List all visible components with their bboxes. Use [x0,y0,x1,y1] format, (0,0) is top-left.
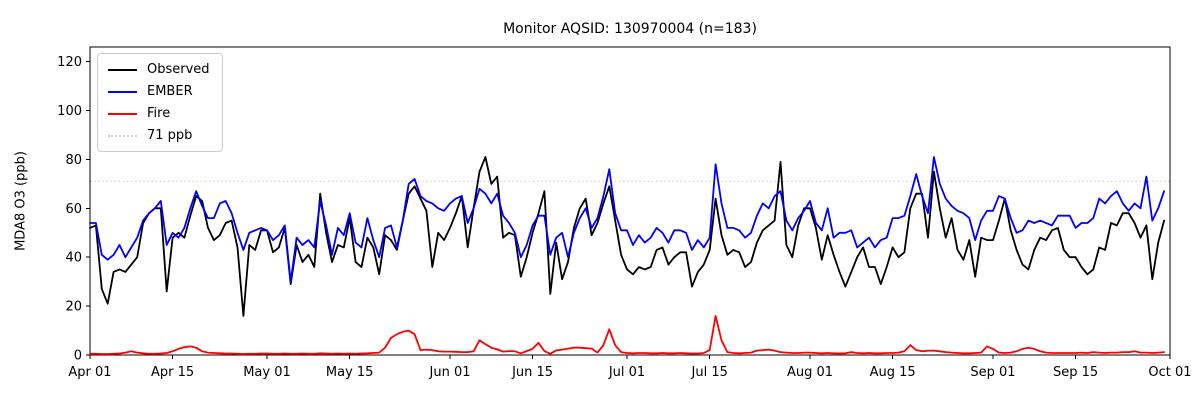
x-tick-label: Oct 01 [1148,365,1191,380]
legend-line-sample [108,68,137,71]
y-tick-label: 40 [65,251,82,266]
legend-item: 71 ppb [108,128,210,143]
chart-title: Monitor AQSID: 130970004 (n=183) [503,21,757,37]
x-tick-label: May 01 [243,365,291,380]
legend-line-sample [108,112,137,115]
y-tick-label: 100 [57,104,82,119]
x-tick-label: Sep 15 [1053,365,1098,380]
y-tick-label: 60 [65,202,82,217]
x-tick-label: Aug 15 [870,365,916,380]
legend-item-label: 71 ppb [147,128,193,143]
legend-item: Observed [108,62,210,77]
x-tick-label: Apr 15 [151,365,194,380]
series-observed-line [89,156,1165,317]
y-tick-label: 20 [65,300,82,315]
x-tick-label: Jun 01 [429,365,471,380]
x-tick-label: Jul 01 [608,365,645,380]
x-tick-label: May 15 [326,365,374,380]
axes-frame [89,46,1171,356]
x-tick-label: Sep 01 [970,365,1015,380]
y-tick-label: 120 [57,55,82,70]
y-tick-label: 0 [74,349,82,364]
series-fire-line [89,314,1165,355]
legend: Observed EMBER Fire 71 ppb [97,53,223,152]
legend-line-sample [108,90,137,93]
x-tick-label: Aug 01 [787,365,833,380]
x-tick-label: Apr 01 [68,365,111,380]
legend-item-label: EMBER [147,84,193,99]
legend-item: EMBER [108,84,210,99]
x-tick-label: Jun 15 [511,365,553,380]
legend-item-label: Fire [147,106,171,121]
x-tick-label: Jul 15 [691,365,728,380]
legend-item: Fire [108,106,210,121]
series-ember-line [89,156,1165,283]
legend-item-label: Observed [147,62,210,77]
y-tick-label: 80 [65,153,82,168]
legend-line-sample [108,134,137,137]
